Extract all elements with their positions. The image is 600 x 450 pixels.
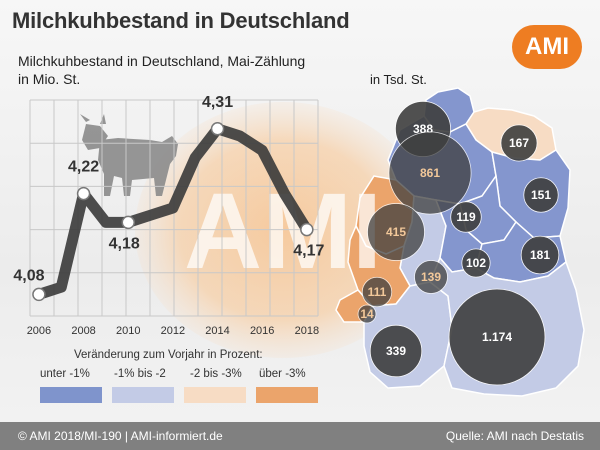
map-bubble (357, 304, 377, 324)
map-bubble (461, 248, 491, 278)
legend-label-1: unter -1% (40, 368, 90, 380)
map-bubble (448, 288, 546, 386)
map-bubble-label: 151 (531, 188, 551, 202)
x-tick-label: 2018 (295, 325, 319, 337)
data-label: 4,18 (109, 235, 140, 252)
chart-subtitle: Milchkuhbestand in Deutschland, Mai-Zähl… (18, 52, 358, 88)
x-tick-label: 2012 (161, 325, 185, 337)
chart-x-axis: 2006 2008 2010 2012 2014 2016 2018 (27, 325, 319, 337)
ami-logo: AMI (512, 25, 582, 69)
map-bubble (523, 177, 559, 213)
legend-swatch-4 (256, 387, 318, 403)
cow-icon (80, 114, 178, 196)
data-point-marker (210, 122, 225, 136)
footer-source: Quelle: AMI nach Destatis (445, 429, 584, 443)
x-tick-label: 2014 (205, 325, 229, 337)
map-bubble-label: 111 (368, 285, 387, 299)
data-label: 4,31 (202, 94, 233, 111)
legend-swatch-1 (40, 387, 102, 403)
map-unit: in Tsd. St. (370, 72, 427, 87)
x-tick-label: 2008 (71, 325, 95, 337)
map-bubble-label: 861 (420, 166, 440, 180)
x-tick-label: 2010 (116, 325, 140, 337)
map-bubble (369, 324, 423, 378)
data-label: 4,08 (13, 267, 44, 284)
data-point-marker (121, 215, 135, 230)
legend-label-4: über -3% (259, 368, 306, 380)
legend-swatch-2 (112, 387, 174, 403)
data-label: 4,17 (293, 243, 324, 260)
map-bubble (367, 203, 425, 261)
map-bubble-label: 181 (530, 248, 550, 262)
map-bubble (520, 235, 560, 275)
chart-data-labels: 4,08 4,22 4,18 4,31 4,17 (13, 94, 325, 302)
map-bubble (500, 124, 538, 162)
legend-title: Veränderung zum Vorjahr in Prozent: (74, 349, 263, 361)
map-bubble (450, 201, 482, 233)
map-bubble-label: 119 (456, 210, 476, 224)
page-title: Milchkuhbestand in Deutschland (12, 8, 350, 33)
footer-copyright: © AMI 2018/MI-190 | AMI-informiert.de (18, 429, 223, 443)
legend-label-2: -1% bis -2 (114, 368, 166, 380)
x-tick-label: 2016 (250, 325, 274, 337)
data-point-marker (300, 222, 314, 237)
map-bubble-label: 139 (421, 270, 441, 284)
chart-unit: in Mio. St. (18, 71, 81, 87)
legend-swatch-3 (184, 387, 246, 403)
map-bubble-label: 1.174 (482, 330, 512, 344)
map-bubble-label: 415 (386, 225, 406, 239)
map-bubble-label: 102 (466, 256, 486, 270)
map-bubble (388, 131, 472, 215)
map-bubble-label: 14 (360, 307, 374, 321)
data-point-marker (76, 186, 91, 201)
data-point-marker (32, 287, 46, 302)
map-bubble-label: 167 (509, 136, 529, 150)
footer-bar (0, 422, 600, 450)
map-bubble (361, 276, 393, 308)
data-label: 4,22 (68, 159, 99, 176)
chart-title: Milchkuhbestand in Deutschland, Mai-Zähl… (18, 53, 306, 69)
map-bubble (414, 260, 448, 294)
legend-label-3: -2 bis -3% (190, 368, 242, 380)
map-bubble-label: 339 (386, 344, 406, 358)
x-tick-label: 2006 (27, 325, 51, 337)
